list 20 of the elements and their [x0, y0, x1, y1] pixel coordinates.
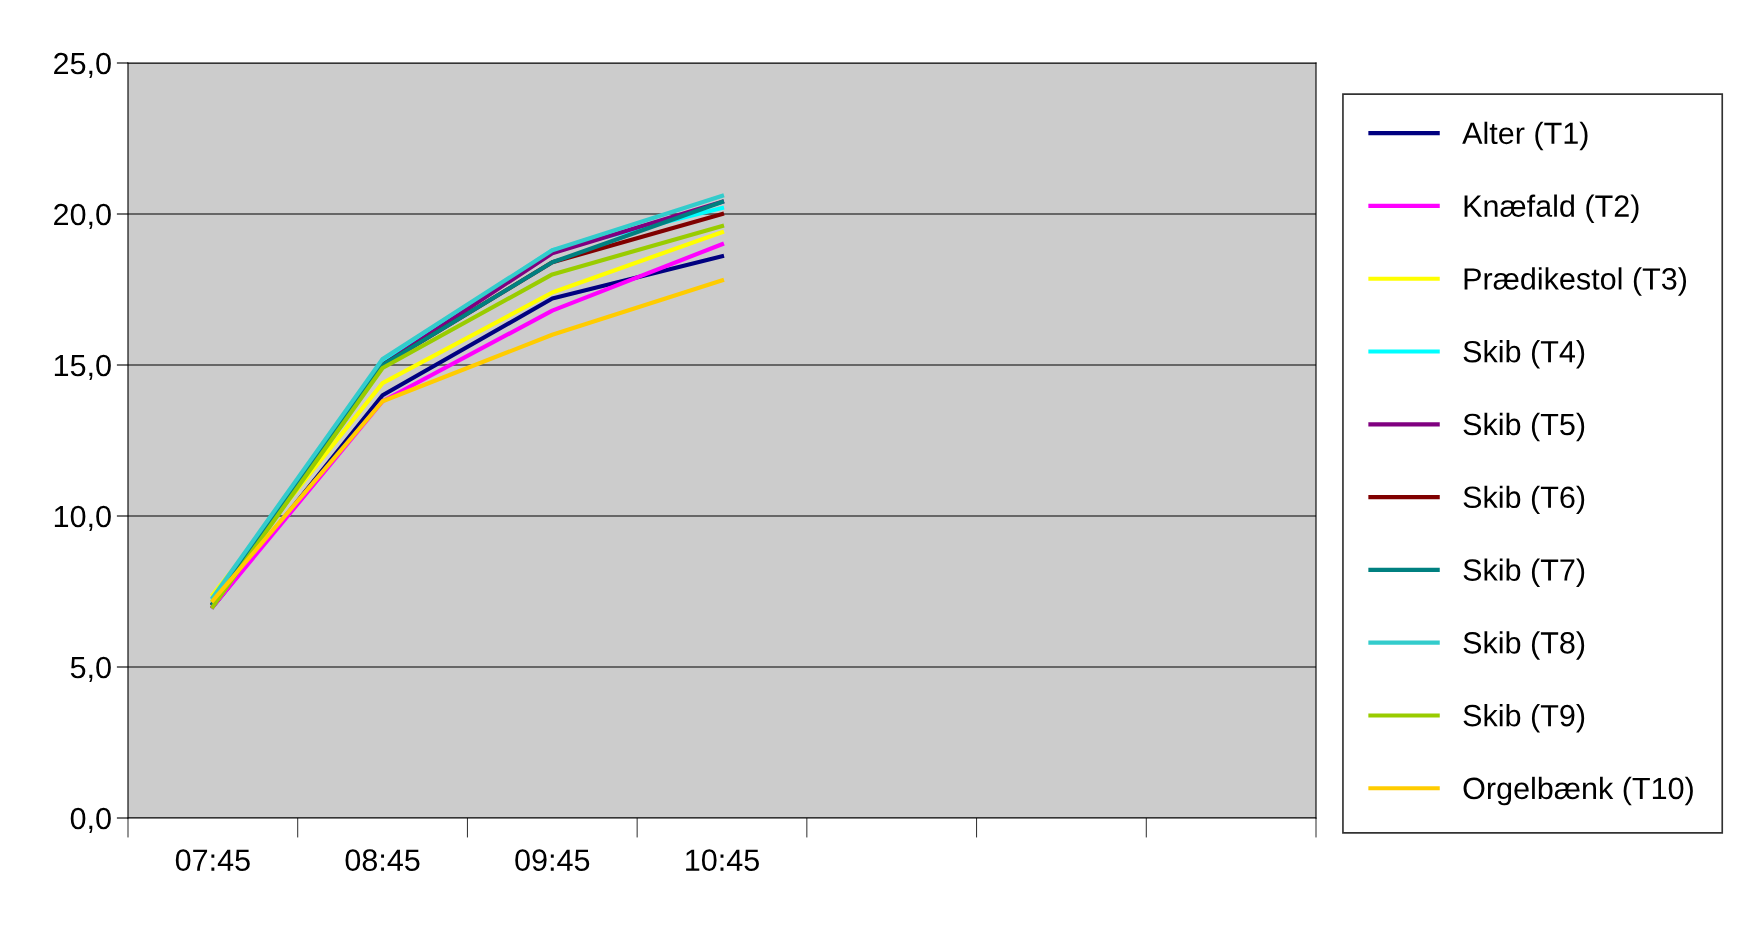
- y-tick-label: 0,0: [70, 807, 111, 833]
- legend-label: Skib (T6): [1463, 485, 1585, 515]
- y-tick-label: 10,0: [54, 505, 111, 531]
- y-tick-label: 20,0: [54, 203, 111, 229]
- x-tick-label: 09:45: [515, 849, 590, 871]
- legend-label: Skib (T4): [1463, 340, 1585, 369]
- y-tick-label: 15,0: [54, 354, 111, 380]
- legend-label: Prædikestol (T3): [1464, 267, 1687, 296]
- x-tick-label: 07:45: [175, 849, 250, 871]
- y-tick-label: 25,0: [54, 52, 111, 78]
- x-tick-label: 08:45: [345, 849, 420, 871]
- legend-label: Skib (T9): [1463, 704, 1585, 733]
- legend-label: Orgelbænk (T10): [1463, 776, 1693, 806]
- legend-label: Alter (T1): [1462, 121, 1588, 151]
- legend-label: Skib (T5): [1463, 412, 1585, 442]
- x-tick-label: 10:45: [686, 849, 759, 871]
- legend-label: Skib (T7): [1463, 558, 1585, 587]
- legend-label: Skib (T8): [1463, 631, 1585, 660]
- legend-label: Knæfald (T2): [1464, 194, 1639, 223]
- y-tick-label: 5,0: [70, 656, 111, 682]
